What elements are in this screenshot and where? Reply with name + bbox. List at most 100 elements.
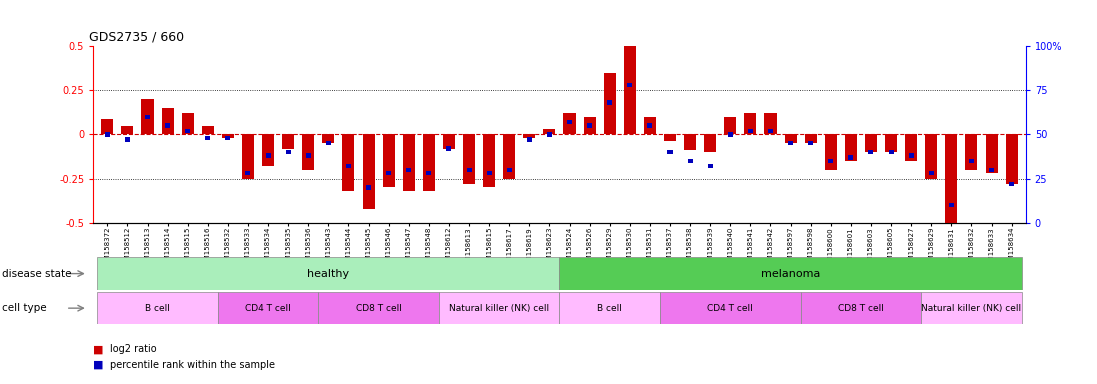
Bar bbox=[804, 134, 816, 143]
Bar bbox=[439, 292, 559, 324]
Bar bbox=[105, 132, 110, 137]
Bar bbox=[724, 117, 736, 134]
Text: ■: ■ bbox=[93, 360, 104, 370]
Bar bbox=[644, 117, 656, 134]
Bar bbox=[406, 167, 411, 172]
Bar bbox=[101, 119, 113, 134]
Text: CD8 T cell: CD8 T cell bbox=[355, 304, 402, 313]
Bar bbox=[905, 134, 917, 161]
Text: CD8 T cell: CD8 T cell bbox=[838, 304, 884, 313]
Bar bbox=[647, 123, 653, 128]
Bar bbox=[443, 134, 455, 149]
Bar bbox=[624, 28, 636, 134]
Bar bbox=[182, 113, 194, 134]
Bar bbox=[403, 134, 415, 191]
Bar bbox=[808, 141, 813, 146]
Bar bbox=[282, 134, 294, 149]
Bar bbox=[688, 159, 692, 163]
Text: B cell: B cell bbox=[597, 304, 622, 313]
Bar bbox=[925, 134, 937, 179]
Bar bbox=[262, 134, 274, 166]
Bar bbox=[559, 257, 1021, 290]
Bar bbox=[242, 134, 255, 179]
Bar bbox=[921, 292, 1021, 324]
Bar bbox=[587, 123, 592, 128]
Bar bbox=[745, 113, 757, 134]
Bar bbox=[929, 171, 934, 175]
Bar bbox=[608, 100, 612, 105]
Bar bbox=[889, 150, 894, 154]
Bar bbox=[142, 99, 154, 134]
Bar bbox=[559, 292, 660, 324]
Bar bbox=[145, 114, 150, 119]
Bar bbox=[507, 167, 511, 172]
Bar bbox=[704, 134, 716, 152]
Text: Natural killer (NK) cell: Natural killer (NK) cell bbox=[921, 304, 1021, 313]
Bar bbox=[306, 153, 310, 158]
Bar bbox=[218, 292, 318, 324]
Bar bbox=[323, 134, 335, 143]
Bar bbox=[603, 73, 615, 134]
Bar bbox=[801, 292, 921, 324]
Bar bbox=[748, 129, 753, 133]
Bar bbox=[362, 134, 374, 209]
Text: B cell: B cell bbox=[145, 304, 170, 313]
Bar bbox=[828, 159, 834, 163]
Bar bbox=[869, 150, 873, 154]
Bar bbox=[303, 134, 315, 170]
Bar bbox=[122, 126, 134, 134]
Bar bbox=[547, 132, 552, 137]
Bar bbox=[1006, 134, 1018, 184]
Bar bbox=[225, 136, 230, 140]
Text: disease state: disease state bbox=[2, 268, 71, 279]
Bar bbox=[98, 292, 218, 324]
Bar bbox=[342, 134, 354, 191]
Text: percentile rank within the sample: percentile rank within the sample bbox=[110, 360, 274, 370]
Text: melanoma: melanoma bbox=[761, 268, 821, 279]
Bar bbox=[848, 155, 853, 160]
Bar bbox=[543, 129, 555, 134]
Bar bbox=[487, 171, 491, 175]
Text: ■: ■ bbox=[93, 344, 104, 354]
Text: CD4 T cell: CD4 T cell bbox=[708, 304, 754, 313]
Text: Natural killer (NK) cell: Natural killer (NK) cell bbox=[449, 304, 550, 313]
Bar bbox=[885, 134, 897, 152]
Bar bbox=[527, 137, 532, 142]
Bar bbox=[523, 134, 535, 138]
Bar bbox=[346, 164, 351, 169]
Bar bbox=[825, 134, 837, 170]
Text: GDS2735 / 660: GDS2735 / 660 bbox=[89, 30, 183, 43]
Bar bbox=[784, 134, 796, 143]
Bar bbox=[768, 129, 773, 133]
Bar bbox=[965, 134, 977, 170]
Bar bbox=[564, 113, 576, 134]
Bar bbox=[667, 150, 672, 154]
Bar bbox=[466, 167, 472, 172]
Bar bbox=[165, 123, 170, 128]
Bar bbox=[202, 126, 214, 134]
Bar bbox=[708, 164, 713, 169]
Bar bbox=[246, 171, 250, 175]
Bar bbox=[446, 146, 452, 151]
Bar bbox=[285, 150, 291, 154]
Bar bbox=[463, 134, 475, 184]
Bar bbox=[969, 159, 974, 163]
Bar bbox=[422, 134, 434, 191]
Bar bbox=[985, 134, 997, 173]
Bar bbox=[584, 117, 596, 134]
Bar bbox=[1009, 182, 1014, 186]
Bar bbox=[483, 134, 495, 187]
Text: log2 ratio: log2 ratio bbox=[110, 344, 157, 354]
Bar bbox=[318, 292, 439, 324]
Bar bbox=[222, 134, 234, 138]
Bar bbox=[845, 134, 857, 161]
Bar bbox=[386, 171, 392, 175]
Bar bbox=[265, 153, 271, 158]
Bar bbox=[788, 141, 793, 146]
Bar bbox=[685, 134, 697, 150]
Text: cell type: cell type bbox=[2, 303, 47, 313]
Bar bbox=[660, 292, 801, 324]
Bar bbox=[567, 120, 572, 124]
Bar bbox=[205, 136, 211, 140]
Bar bbox=[366, 185, 371, 190]
